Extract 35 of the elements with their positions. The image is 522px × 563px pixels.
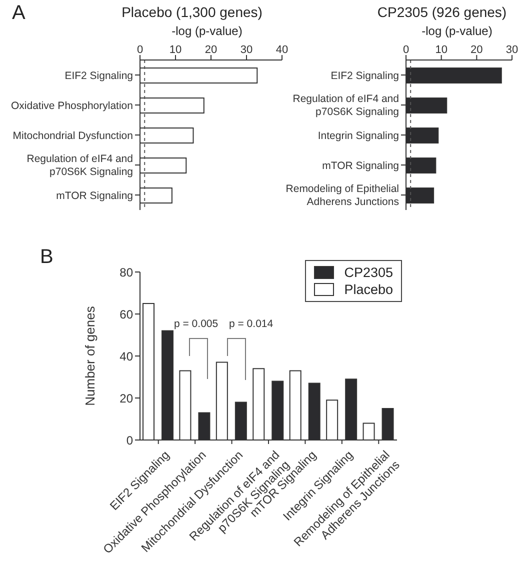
annotation: p = 0.005 (174, 318, 218, 330)
y-tick-label: 80 (120, 265, 134, 280)
x-axis-title: -log (p-value) (170, 24, 244, 38)
x-tick-label: 20 (204, 44, 218, 56)
y-tick-label: Regulation of eIF4 and p70S6K Signaling (26, 153, 134, 178)
text: A (12, 2, 26, 25)
x-tick-label: 40 (276, 44, 288, 56)
y-tick-label: Mitochondrial Dysfunction (12, 130, 134, 142)
legend-label: Placebo (344, 282, 393, 297)
x-tick-label: 30 (506, 44, 518, 56)
y-tick-label: 40 (120, 349, 134, 364)
x-axis-title: -log (p-value) (420, 24, 494, 38)
chart-title: Placebo (1,300 genes) (120, 4, 264, 20)
y-tick-label: 0 (126, 433, 134, 448)
y-tick-label: mTOR Signaling (322, 160, 400, 172)
legend-label: CP2305 (344, 265, 393, 280)
y-tick-label: Oxidative Phosphorylation (11, 100, 134, 112)
y-tick-label: Remodeling of Epithelial Adherens Junctions (286, 183, 399, 208)
y-tick-label: Regulation of eIF4 and p70S6K Signaling (292, 93, 400, 118)
y-tick-label: 60 (120, 307, 134, 322)
x-tick-label: 10 (435, 44, 448, 56)
x-tick-label: 0 (136, 44, 144, 56)
chart-title: CP2305 (926 genes) (376, 4, 508, 20)
y-tick-label: EIF2 Signaling (330, 70, 400, 82)
y-axis-title: Number of genes (82, 306, 98, 406)
x-tick-label: 10 (169, 44, 182, 56)
x-tick-label: 20 (470, 44, 483, 56)
x-tick-label: 30 (240, 44, 253, 56)
y-tick-label: EIF2 Signaling (64, 70, 134, 82)
x-tick-label: 0 (402, 44, 410, 56)
y-tick-label: Integrin Signaling (318, 130, 400, 142)
y-tick-label: mTOR Signaling (56, 190, 134, 202)
y-tick-label: 20 (120, 391, 134, 406)
annotation: p = 0.014 (229, 318, 274, 330)
text: B (40, 246, 54, 269)
